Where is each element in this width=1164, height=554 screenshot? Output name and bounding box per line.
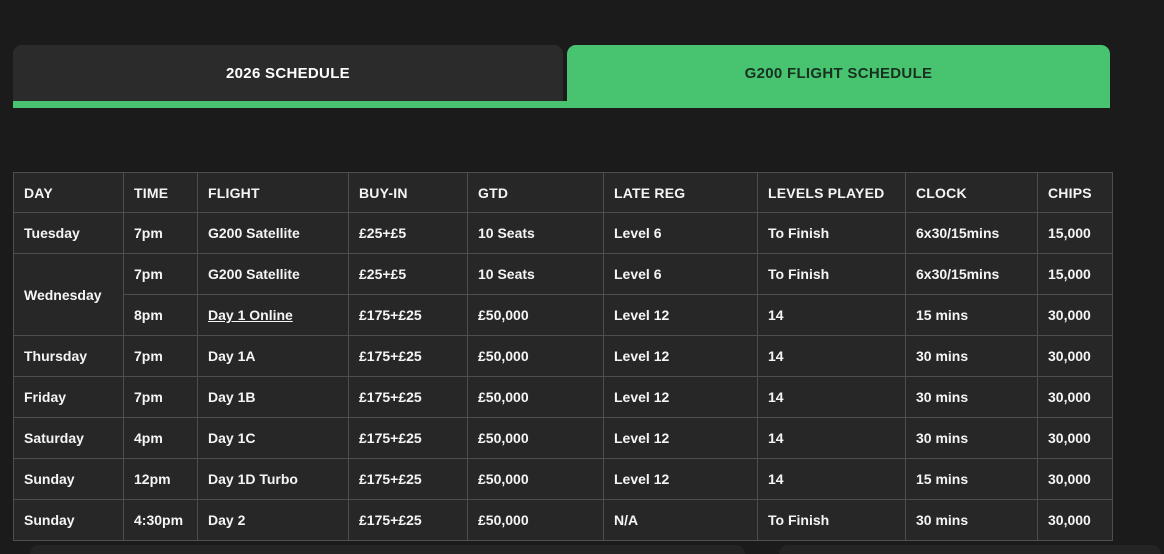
cell-flight: G200 Satellite	[197, 253, 349, 295]
column-header-buy-in: BUY-IN	[348, 172, 468, 213]
cell-day: Friday	[13, 376, 124, 418]
table-row: Thursday 7pm Day 1A £175+£25 £50,000 Lev…	[13, 335, 1113, 377]
cell-flight: Day 1 Online	[197, 294, 349, 336]
cell-gtd: £50,000	[467, 294, 604, 336]
cell-clock: 15 mins	[905, 458, 1038, 500]
cell-gtd: £50,000	[467, 499, 604, 541]
cell-chips: 30,000	[1037, 458, 1113, 500]
cell-flight: G200 Satellite	[197, 212, 349, 254]
cell-clock: 30 mins	[905, 417, 1038, 459]
cell-gtd: 10 Seats	[467, 253, 604, 295]
cell-time: 4:30pm	[123, 499, 198, 541]
cell-buy-in: £175+£25	[348, 417, 468, 459]
table-row: 8pm Day 1 Online £175+£25 £50,000 Level …	[14, 294, 1113, 336]
cell-late-reg: Level 12	[603, 294, 758, 336]
cell-day: Sunday	[13, 499, 124, 541]
table-row: Saturday 4pm Day 1C £175+£25 £50,000 Lev…	[13, 417, 1113, 459]
cell-levels-played: 14	[757, 417, 906, 459]
cell-time: 12pm	[123, 458, 198, 500]
flight-schedule-table: DAY TIME FLIGHT BUY-IN GTD LATE REG LEVE…	[13, 172, 1113, 541]
cell-buy-in: £175+£25	[348, 294, 468, 336]
column-header-gtd: GTD	[467, 172, 604, 213]
cell-day: Sunday	[13, 458, 124, 500]
cell-buy-in: £175+£25	[348, 335, 468, 377]
column-header-clock: CLOCK	[905, 172, 1038, 213]
cell-levels-played: 14	[757, 294, 906, 336]
cell-flight: Day 1D Turbo	[197, 458, 349, 500]
cell-chips: 30,000	[1037, 499, 1113, 541]
cell-chips: 30,000	[1037, 417, 1113, 459]
cell-day: Saturday	[13, 417, 124, 459]
cell-levels-played: To Finish	[757, 212, 906, 254]
cell-day: Thursday	[13, 335, 124, 377]
cell-clock: 15 mins	[905, 294, 1038, 336]
cell-time: 8pm	[123, 294, 198, 336]
bottom-partial-card-left[interactable]	[30, 545, 745, 554]
cell-time: 7pm	[123, 253, 198, 295]
cell-chips: 30,000	[1037, 294, 1113, 336]
cell-levels-played: To Finish	[757, 499, 906, 541]
cell-flight: Day 2	[197, 499, 349, 541]
table-header-row: DAY TIME FLIGHT BUY-IN GTD LATE REG LEVE…	[13, 172, 1113, 213]
cell-chips: 30,000	[1037, 376, 1113, 418]
cell-late-reg: Level 12	[603, 417, 758, 459]
table-row: Sunday 12pm Day 1D Turbo £175+£25 £50,00…	[13, 458, 1113, 500]
cell-gtd: £50,000	[467, 335, 604, 377]
column-header-chips: CHIPS	[1037, 172, 1113, 213]
day-1-online-link[interactable]: Day 1 Online	[208, 307, 293, 323]
cell-levels-played: 14	[757, 376, 906, 418]
cell-flight: Day 1C	[197, 417, 349, 459]
cell-flight: Day 1A	[197, 335, 349, 377]
cell-buy-in: £175+£25	[348, 376, 468, 418]
table-row: Sunday 4:30pm Day 2 £175+£25 £50,000 N/A…	[13, 499, 1113, 541]
tab-2026-schedule[interactable]: 2026 SCHEDULE	[13, 45, 563, 101]
table-row: Tuesday 7pm G200 Satellite £25+£5 10 Sea…	[13, 212, 1113, 254]
cell-late-reg: N/A	[603, 499, 758, 541]
column-header-late-reg: LATE REG	[603, 172, 758, 213]
cell-clock: 6x30/15mins	[905, 212, 1038, 254]
cell-gtd: £50,000	[467, 417, 604, 459]
cell-day: Tuesday	[13, 212, 124, 254]
cell-clock: 6x30/15mins	[905, 253, 1038, 295]
cell-late-reg: Level 12	[603, 376, 758, 418]
column-header-flight: FLIGHT	[197, 172, 349, 213]
cell-gtd: £50,000	[467, 376, 604, 418]
cell-clock: 30 mins	[905, 499, 1038, 541]
cell-time: 7pm	[123, 212, 198, 254]
cell-gtd: £50,000	[467, 458, 604, 500]
cell-day: Wednesday	[13, 253, 124, 336]
schedule-tab-bar: 2026 SCHEDULE G200 FLIGHT SCHEDULE	[13, 45, 1110, 108]
cell-levels-played: To Finish	[757, 253, 906, 295]
cell-clock: 30 mins	[905, 335, 1038, 377]
cell-late-reg: Level 12	[603, 335, 758, 377]
cell-buy-in: £25+£5	[348, 253, 468, 295]
column-header-levels-played: LEVELS PLAYED	[757, 172, 906, 213]
table-row: Wednesday 7pm G200 Satellite £25+£5 10 S…	[13, 253, 1113, 336]
cell-clock: 30 mins	[905, 376, 1038, 418]
cell-buy-in: £175+£25	[348, 499, 468, 541]
cell-levels-played: 14	[757, 335, 906, 377]
cell-time: 4pm	[123, 417, 198, 459]
cell-chips: 15,000	[1037, 253, 1113, 295]
cell-levels-played: 14	[757, 458, 906, 500]
cell-late-reg: Level 12	[603, 458, 758, 500]
tab-g200-flight-schedule[interactable]: G200 FLIGHT SCHEDULE	[567, 45, 1110, 101]
cell-late-reg: Level 6	[603, 212, 758, 254]
cell-buy-in: £25+£5	[348, 212, 468, 254]
column-header-day: DAY	[13, 172, 124, 213]
cell-chips: 30,000	[1037, 335, 1113, 377]
cell-flight: Day 1B	[197, 376, 349, 418]
cell-chips: 15,000	[1037, 212, 1113, 254]
cell-late-reg: Level 6	[603, 253, 758, 295]
cell-buy-in: £175+£25	[348, 458, 468, 500]
bottom-partial-card-right[interactable]	[779, 545, 1161, 554]
cell-gtd: 10 Seats	[467, 212, 604, 254]
column-header-time: TIME	[123, 172, 198, 213]
cell-time: 7pm	[123, 376, 198, 418]
table-row: Friday 7pm Day 1B £175+£25 £50,000 Level…	[13, 376, 1113, 418]
cell-time: 7pm	[123, 335, 198, 377]
